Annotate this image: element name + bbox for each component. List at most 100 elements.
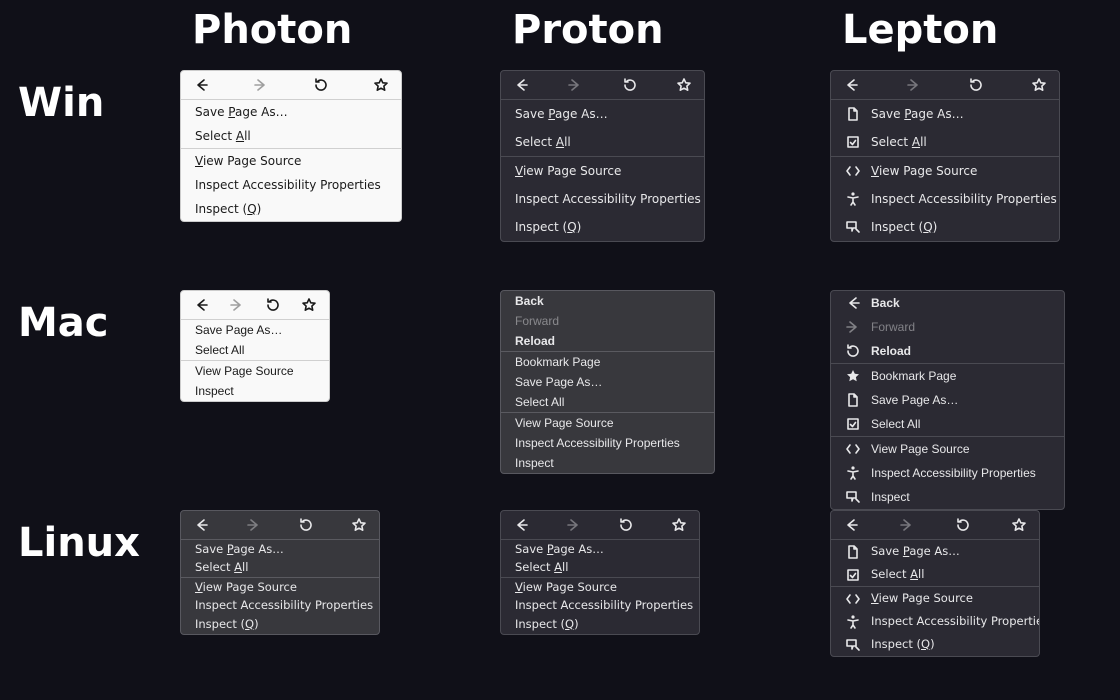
arrow-left-button[interactable]: [843, 77, 859, 93]
menu-item-select-all[interactable]: Select All: [181, 559, 379, 578]
menu-item-reload[interactable]: Reload: [831, 339, 1064, 363]
check-square-icon: [845, 416, 861, 432]
menu-item-save-page-as[interactable]: Save Page As…: [831, 388, 1064, 412]
menu-item-select-all[interactable]: Select All: [831, 412, 1064, 436]
menu-item-label: View Page Source: [195, 582, 297, 594]
code-icon: [845, 163, 861, 179]
menu-item-label: Select All: [871, 569, 924, 581]
reload-button[interactable]: [298, 517, 314, 533]
menu-item-label: Save Page As…: [515, 544, 604, 556]
menu-item-inspect-a11y[interactable]: Inspect Accessibility Properties: [831, 610, 1039, 633]
reload-button[interactable]: [622, 77, 638, 93]
reload-button[interactable]: [313, 77, 329, 93]
menu-item-label: Inspect Accessibility Properties: [195, 179, 381, 191]
context-menu-proton_linux: Save Page As… Select All View Page Source I…: [500, 510, 700, 635]
menu-item-label: Inspect (Q): [195, 619, 259, 631]
menu-item-label: Select All: [195, 130, 251, 142]
menu-item-select-all[interactable]: Select All: [501, 392, 714, 412]
arrow-right-button: [229, 297, 245, 313]
star-button[interactable]: [1031, 77, 1047, 93]
star-button[interactable]: [1011, 517, 1027, 533]
menu-item-select-all[interactable]: Select All: [501, 128, 704, 156]
menu-item-back[interactable]: Back: [501, 291, 714, 311]
menu-item-inspect-q[interactable]: Inspect (Q): [831, 213, 1059, 241]
star-button[interactable]: [301, 297, 317, 313]
menu-item-save-page-as[interactable]: Save Page As…: [501, 372, 714, 392]
menu-item-label: Save Page As…: [195, 324, 282, 336]
menu-item-forward: Forward: [501, 311, 714, 331]
menu-item-inspect-a11y[interactable]: Inspect Accessibility Properties: [501, 185, 704, 213]
arrow-left-button[interactable]: [843, 517, 859, 533]
menu-item-label: Bookmark Page: [871, 370, 956, 382]
menu-item-select-all[interactable]: Select All: [501, 559, 699, 578]
star-button[interactable]: [351, 517, 367, 533]
menu-item-view-page-source[interactable]: View Page Source: [181, 578, 379, 597]
menu-item-inspect-q[interactable]: Inspect (Q): [501, 615, 699, 634]
arrow-right-button: [566, 517, 582, 533]
arrow-right-button: [253, 77, 269, 93]
arrow-left-button[interactable]: [513, 77, 529, 93]
arrow-left-button[interactable]: [193, 77, 209, 93]
menu-item-select-all[interactable]: Select All: [831, 563, 1039, 586]
menu-item-save-page-as[interactable]: Save Page As…: [501, 100, 704, 128]
menu-item-inspect-a11y[interactable]: Inspect Accessibility Properties: [831, 185, 1059, 213]
reload-button[interactable]: [968, 77, 984, 93]
menu-item-label: Inspect Accessibility Properties: [515, 437, 680, 449]
menu-item-inspect[interactable]: Inspect: [181, 381, 329, 401]
menu-item-view-page-source[interactable]: View Page Source: [831, 157, 1059, 185]
menu-item-bookmark-page[interactable]: Bookmark Page: [501, 352, 714, 372]
menu-item-inspect-a11y[interactable]: Inspect Accessibility Properties: [501, 597, 699, 616]
menu-item-select-all[interactable]: Select All: [181, 340, 329, 360]
menu-item-back[interactable]: Back: [831, 291, 1064, 315]
menu-item-label: View Page Source: [515, 582, 617, 594]
menu-item-label: Save Page As…: [195, 106, 288, 118]
menu-item-label: Inspect (Q): [871, 221, 937, 233]
menu-item-inspect-q[interactable]: Inspect (Q): [181, 197, 401, 221]
menu-item-inspect-q[interactable]: Inspect (Q): [501, 213, 704, 241]
reload-button[interactable]: [618, 517, 634, 533]
reload-button[interactable]: [265, 297, 281, 313]
menu-item-bookmark-page[interactable]: Bookmark Page: [831, 364, 1064, 388]
menu-item-view-page-source[interactable]: View Page Source: [501, 157, 704, 185]
arrow-left-icon: [845, 295, 861, 311]
menu-item-label: Bookmark Page: [515, 356, 600, 368]
menu-item-select-all[interactable]: Select All: [181, 124, 401, 148]
arrow-left-button[interactable]: [193, 297, 209, 313]
menu-item-save-page-as[interactable]: Save Page As…: [181, 540, 379, 559]
row-header-win: Win: [0, 60, 180, 280]
menu-item-inspect-a11y[interactable]: Inspect Accessibility Properties: [181, 597, 379, 616]
menu-item-view-page-source[interactable]: View Page Source: [181, 149, 401, 173]
menu-item-reload[interactable]: Reload: [501, 331, 714, 351]
menu-item-view-page-source[interactable]: View Page Source: [831, 437, 1064, 461]
menu-item-label: Inspect (Q): [515, 619, 579, 631]
menu-item-save-page-as[interactable]: Save Page As…: [831, 100, 1059, 128]
menu-item-save-page-as[interactable]: Save Page As…: [501, 540, 699, 559]
menu-item-save-page-as[interactable]: Save Page As…: [181, 100, 401, 124]
menu-item-label: Select All: [871, 418, 920, 430]
menu-item-inspect-a11y[interactable]: Inspect Accessibility Properties: [181, 173, 401, 197]
col-header-proton: Proton: [500, 7, 830, 53]
menu-item-label: Select All: [871, 136, 927, 148]
context-menu-lepton_mac: BackForwardReloadBookmark PageSave Page …: [830, 290, 1065, 510]
arrow-left-button[interactable]: [513, 517, 529, 533]
menu-item-save-page-as[interactable]: Save Page As…: [181, 320, 329, 340]
menu-item-select-all[interactable]: Select All: [831, 128, 1059, 156]
menu-item-inspect-a11y[interactable]: Inspect Accessibility Properties: [831, 461, 1064, 485]
star-button[interactable]: [676, 77, 692, 93]
menu-item-inspect-q[interactable]: Inspect (Q): [831, 633, 1039, 656]
star-button[interactable]: [671, 517, 687, 533]
star-button[interactable]: [373, 77, 389, 93]
menu-item-view-page-source[interactable]: View Page Source: [831, 587, 1039, 610]
menu-item-save-page-as[interactable]: Save Page As…: [831, 540, 1039, 563]
menu-item-view-page-source[interactable]: View Page Source: [501, 413, 714, 433]
menu-item-inspect-a11y[interactable]: Inspect Accessibility Properties: [501, 433, 714, 453]
menu-item-view-page-source[interactable]: View Page Source: [501, 578, 699, 597]
arrow-left-button[interactable]: [193, 517, 209, 533]
menu-item-label: Inspect (Q): [195, 203, 261, 215]
reload-button[interactable]: [955, 517, 971, 533]
menu-item-inspect-q[interactable]: Inspect (Q): [181, 615, 379, 634]
menu-item-view-page-source[interactable]: View Page Source: [181, 361, 329, 381]
menu-item-inspect[interactable]: Inspect: [501, 453, 714, 473]
context-menu-proton_win: Save Page As…Select AllView Page SourceI…: [500, 70, 705, 242]
nav-toolbar: [181, 511, 379, 540]
